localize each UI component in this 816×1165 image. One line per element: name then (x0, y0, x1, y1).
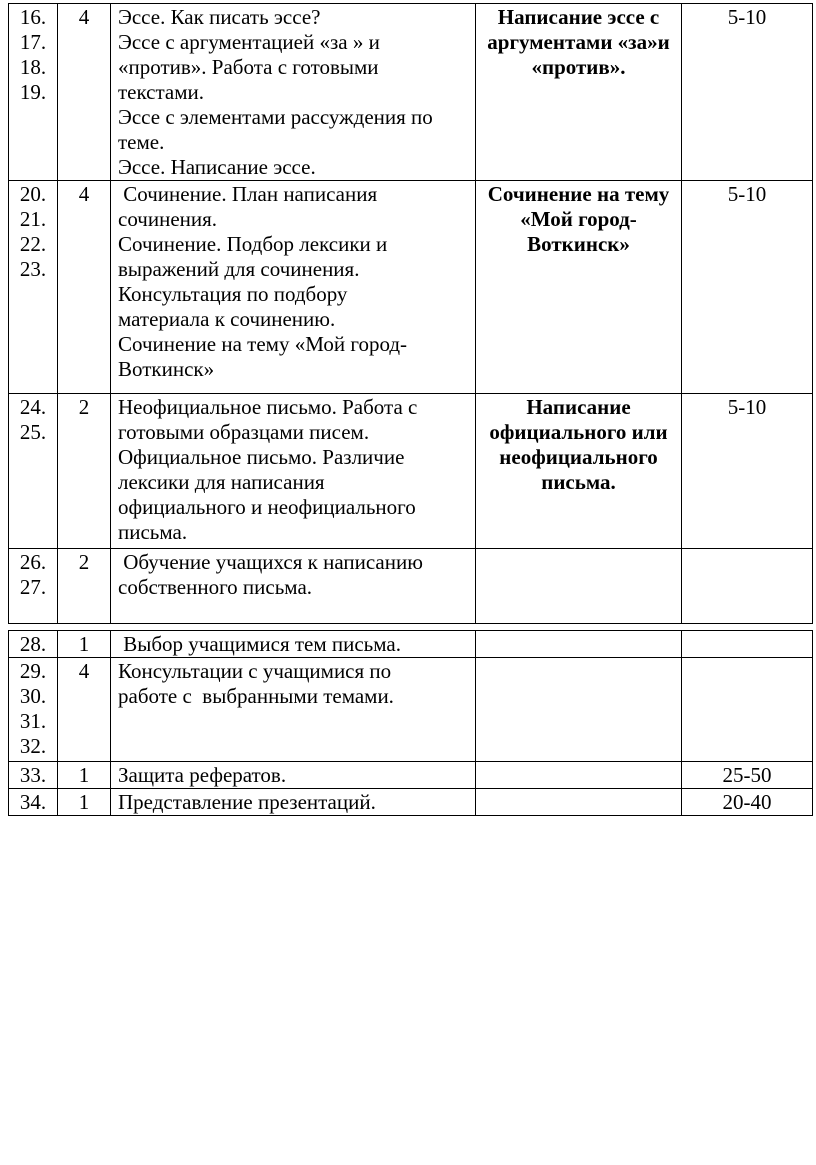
hours-cell: 4 (57, 180, 111, 394)
topic-cell: Сочинение. План написания сочинения. Соч… (110, 180, 476, 394)
schedule-table-upper: 16. 17. 18. 19. 4 Эссе. Как писать эссе?… (8, 3, 813, 624)
assignment-cell (475, 548, 682, 624)
topic-cell: Представление презентаций. (110, 788, 476, 816)
hours-cell: 1 (57, 788, 111, 816)
assignment-cell: Сочинение на тему «Мой город- Воткинск» (475, 180, 682, 394)
topic-cell: Консультации с учащимися по работе с выб… (110, 657, 476, 762)
assignment-cell: Написание официального или неофициальног… (475, 393, 682, 549)
schedule-table-lower: 28. 1 Выбор учащимися тем письма. 29. 30… (8, 630, 813, 816)
table-row: 33. 1 Защита рефератов. 25-50 (8, 761, 813, 789)
table-row: 24. 25. 2 Неофициальное письмо. Работа с… (8, 393, 813, 549)
lesson-numbers-cell: 26. 27. (8, 548, 58, 624)
topic-cell: Выбор учащимися тем письма. (110, 630, 476, 658)
hours-cell: 2 (57, 548, 111, 624)
score-cell (681, 657, 813, 762)
assignment-cell (475, 630, 682, 658)
score-cell: 5-10 (681, 393, 813, 549)
lesson-numbers-cell: 34. (8, 788, 58, 816)
topic-cell: Защита рефератов. (110, 761, 476, 789)
score-cell: 5-10 (681, 3, 813, 181)
table-row: 34. 1 Представление презентаций. 20-40 (8, 788, 813, 816)
lesson-numbers-cell: 16. 17. 18. 19. (8, 3, 58, 181)
score-cell: 5-10 (681, 180, 813, 394)
score-cell: 20-40 (681, 788, 813, 816)
assignment-cell (475, 788, 682, 816)
assignment-cell: Написание эссе с аргументами «за»и «прот… (475, 3, 682, 181)
table-row: 16. 17. 18. 19. 4 Эссе. Как писать эссе?… (8, 3, 813, 181)
assignment-cell (475, 657, 682, 762)
table-row: 28. 1 Выбор учащимися тем письма. (8, 630, 813, 658)
lesson-numbers-cell: 29. 30. 31. 32. (8, 657, 58, 762)
hours-cell: 1 (57, 761, 111, 789)
assignment-cell (475, 761, 682, 789)
score-cell (681, 630, 813, 658)
hours-cell: 4 (57, 657, 111, 762)
lesson-numbers-cell: 24. 25. (8, 393, 58, 549)
topic-cell: Эссе. Как писать эссе? Эссе с аргументац… (110, 3, 476, 181)
table-row: 29. 30. 31. 32. 4 Консультации с учащими… (8, 657, 813, 762)
hours-cell: 1 (57, 630, 111, 658)
lesson-numbers-cell: 33. (8, 761, 58, 789)
lesson-numbers-cell: 28. (8, 630, 58, 658)
table-row: 20. 21. 22. 23. 4 Сочинение. План написа… (8, 180, 813, 394)
table-row: 26. 27. 2 Обучение учащихся к написанию … (8, 548, 813, 624)
score-cell: 25-50 (681, 761, 813, 789)
hours-cell: 4 (57, 3, 111, 181)
score-cell (681, 548, 813, 624)
hours-cell: 2 (57, 393, 111, 549)
topic-cell: Обучение учащихся к написанию собственно… (110, 548, 476, 624)
lesson-numbers-cell: 20. 21. 22. 23. (8, 180, 58, 394)
topic-cell: Неофициальное письмо. Работа с готовыми … (110, 393, 476, 549)
